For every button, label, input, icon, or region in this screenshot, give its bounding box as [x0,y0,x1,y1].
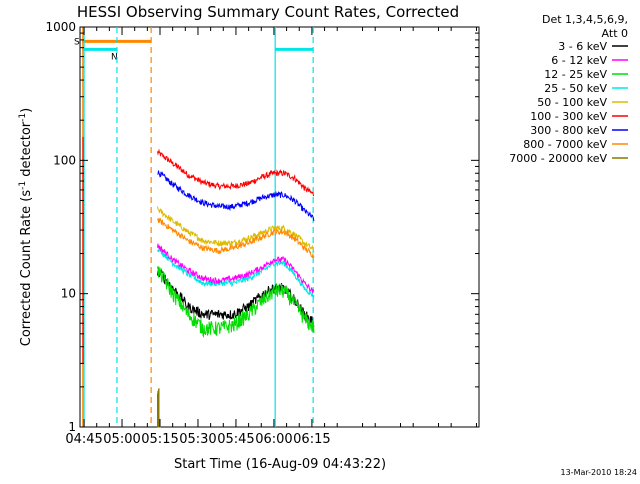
series-line-1 [157,170,315,222]
x-ticks: 04:45 05:00 05:15 05:30 05:45 06:00 06:15 [65,27,477,447]
y-axis-label-sup1: -1 [18,181,28,190]
x-tick-label: 04:45 [65,432,102,447]
series-line-7 [157,266,315,338]
x-tick-label: 05:30 [179,432,216,447]
x-axis-label: Start Time (16-Aug-09 04:43:22) [174,457,386,472]
x-tick-label: 06:00 [255,432,292,447]
legend-label: 3 - 6 keV [558,40,607,53]
series-line-4 [157,246,315,299]
legend-header-1: Det 1,3,4,5,6,9, [542,13,628,26]
legend-label: 300 - 800 keV [530,124,607,137]
y-tick-label: 10 [61,287,76,301]
flag-bars: SN [74,37,314,62]
legend-label: 25 - 50 keV [544,82,607,95]
plot-frame [79,26,480,428]
legend-label: 800 - 7000 keV [523,138,607,151]
x-tick-label: 06:15 [293,432,330,447]
chart-title: HESSI Observing Summary Count Rates, Cor… [77,3,459,21]
legend-label: 12 - 25 keV [544,68,607,81]
x-tick-label: 05:15 [141,432,178,447]
legend-header-2: Att 0 [602,27,628,40]
legend-label: 7000 - 20000 keV [509,152,607,165]
series-line-5 [157,243,315,293]
series-line-2 [157,206,315,253]
flag-label: N [111,52,118,62]
y-axis-label-end: ) [19,108,34,113]
y-axis-label: Corrected Count Rate (s-1 detector-1) [18,108,34,346]
y-axis-label-mid: detector [19,121,34,181]
x-tick-label: 05:00 [103,432,140,447]
flag-label: S [74,37,80,47]
series-lines [82,136,315,428]
series-line-0 [157,148,315,197]
legend-label: 100 - 300 keV [530,110,607,123]
x-tick-label: 05:45 [217,432,254,447]
footer-date: 13-Mar-2010 18:24 [561,468,638,477]
series-line-3 [157,217,315,259]
y-tick-label: 1000 [45,20,76,34]
y-axis-label-sup2: -1 [18,113,28,122]
y-tick-label: 100 [53,153,76,167]
y-axis-label-main: Corrected Count Rate (s [19,190,34,347]
legend-label: 6 - 12 keV [551,54,607,67]
y-tick-label: 1 [68,420,76,434]
y-ticks: 1 10 100 1000 [45,20,479,434]
legend-label: 50 - 100 keV [537,96,607,109]
